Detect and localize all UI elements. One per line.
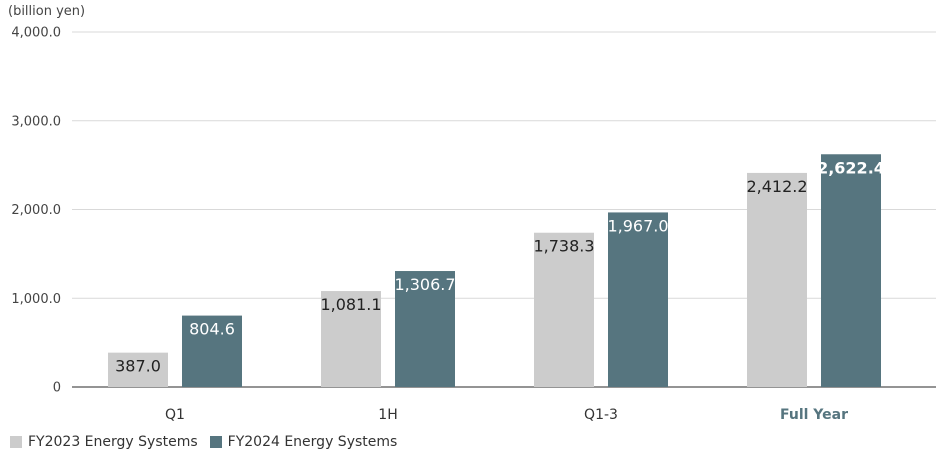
legend-swatch-fy2024 (209, 436, 222, 448)
data-label: 1,967.0 (607, 216, 668, 235)
legend-swatch-fy2023 (10, 436, 22, 448)
y-tick-label: 0 (53, 381, 61, 396)
legend: FY2023 Energy Systems FY2024 Energy Syst… (10, 434, 409, 450)
y-axis-unit-label: (billion yen) (8, 4, 86, 19)
data-label: 1,081.1 (320, 295, 381, 314)
x-category-label: Q1 (165, 407, 185, 423)
legend-label-fy2024: FY2024 Energy Systems (227, 434, 398, 450)
legend-label-fy2023: FY2023 Energy Systems (28, 434, 198, 450)
legend-item-fy2024: FY2024 Energy Systems (209, 434, 398, 450)
bar-fy2023 (108, 352, 168, 387)
data-label: 2,622.4 (817, 158, 885, 177)
data-label: 804.6 (189, 320, 235, 339)
y-tick-label: 1,000.0 (11, 292, 61, 307)
y-tick-label: 3,000.0 (11, 114, 61, 129)
bar-fy2024 (821, 154, 881, 387)
x-category-label: Q1-3 (584, 407, 618, 423)
data-label: 387.0 (115, 357, 161, 376)
bar-fy2023 (747, 172, 807, 387)
bar-fy2024 (608, 212, 668, 387)
y-tick-label: 2,000.0 (11, 203, 61, 218)
x-category-label: Full Year (780, 407, 848, 423)
data-label: 1,306.7 (394, 275, 455, 294)
bar-fy2023 (534, 232, 594, 387)
bar-fy2024 (182, 315, 242, 387)
data-label: 1,738.3 (533, 237, 594, 256)
legend-item-fy2023: FY2023 Energy Systems (10, 434, 198, 450)
bar-fy2023 (321, 291, 381, 387)
data-label: 2,412.2 (746, 177, 807, 196)
bar-fy2024 (395, 271, 455, 387)
x-category-label: 1H (378, 407, 397, 423)
y-tick-label: 4,000.0 (11, 26, 61, 41)
